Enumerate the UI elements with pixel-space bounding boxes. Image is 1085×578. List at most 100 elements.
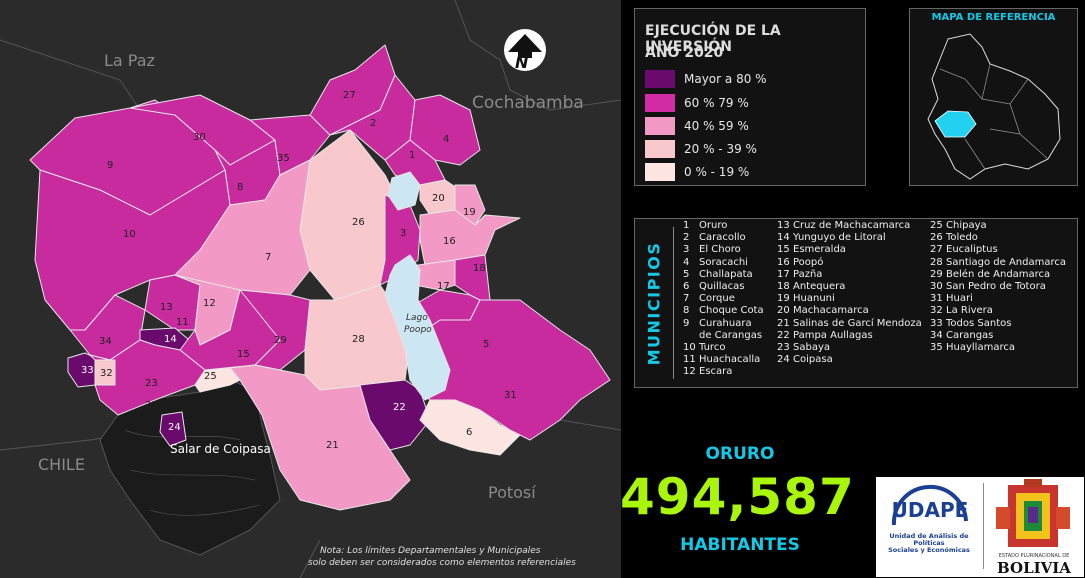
municipio-name: Yunguyo de Litoral xyxy=(793,232,886,244)
municipio-list-item: 24 Coipasa xyxy=(777,354,922,366)
label-10: 10 xyxy=(123,229,136,240)
municipio-name: de Carangas xyxy=(699,329,763,341)
label-32: 32 xyxy=(100,368,113,379)
municipio-name: Huari xyxy=(946,293,973,305)
municipio-name: Eucaliptus xyxy=(946,244,998,256)
municipio-name: Belén de Andamarca xyxy=(946,268,1051,280)
municipio-name: Challapata xyxy=(699,268,753,280)
municipio-number: 20 xyxy=(777,305,790,317)
municipio-list-item: 3 El Choro xyxy=(683,244,764,256)
municipio-number: 30 xyxy=(930,280,943,292)
municipio-number: 7 xyxy=(683,293,690,305)
municipio-name: Oruro xyxy=(699,220,728,231)
municipio-list-item: 13 Cruz de Machacamarca xyxy=(777,220,922,232)
legend-item: 0 % - 19 % xyxy=(645,162,749,182)
north-arrow-icon: N xyxy=(504,29,546,72)
municipio-number: 23 xyxy=(777,341,790,353)
label-12: 12 xyxy=(203,298,216,309)
legend-swatch xyxy=(645,70,675,88)
municipio-list-item: de Carangas xyxy=(683,330,764,342)
legend-title-2: AÑO 2020 xyxy=(645,45,724,61)
logo-separator xyxy=(983,483,984,569)
label-22: 22 xyxy=(393,402,406,413)
bolivia-emblem-icon xyxy=(996,479,1070,547)
municipio-number: 2 xyxy=(683,232,690,244)
divider xyxy=(673,227,674,379)
municipio-name: Pampa Aullagas xyxy=(793,329,873,341)
neighbor-cochabamba: Cochabamba xyxy=(472,93,584,113)
label-28: 28 xyxy=(352,334,365,345)
municipio-list-item: 25 Chipaya xyxy=(930,220,1066,232)
municipio-list-item: 35 Huayllamarca xyxy=(930,342,1066,354)
municipio-list-item: 7 Corque xyxy=(683,293,764,305)
municipio-number: 13 xyxy=(777,220,790,231)
municipio-number: 10 xyxy=(683,341,696,353)
municipio-name: Escara xyxy=(699,366,733,378)
municipio-22 xyxy=(359,379,431,451)
municipio-number: 27 xyxy=(930,244,943,256)
municipio-list-item: 27 Eucaliptus xyxy=(930,244,1066,256)
municipio-7 xyxy=(174,159,311,296)
municipio-number: 9 xyxy=(683,317,690,329)
label-19: 19 xyxy=(463,207,476,218)
municipios-column-2: 13 Cruz de Machacamarca 14 Yunguyo de Litor… xyxy=(777,220,922,366)
neighbor-chile: CHILE xyxy=(38,455,85,474)
legend-swatch xyxy=(645,94,675,112)
population-region: ORURO xyxy=(705,444,775,464)
municipio-number: 4 xyxy=(683,256,690,268)
municipio-list-item: 17 Pazña xyxy=(777,269,922,281)
reference-map-title: MAPA DE REFERENCIA xyxy=(931,12,1056,23)
label-5: 5 xyxy=(483,339,489,350)
municipio-number: 24 xyxy=(777,354,790,366)
municipio-name: Caracollo xyxy=(699,232,746,244)
municipio-list-item: 32 La Rivera xyxy=(930,305,1066,317)
municipio-number: 12 xyxy=(683,366,696,378)
municipio-name: Huachacalla xyxy=(699,354,761,366)
lago-poopo xyxy=(384,254,451,401)
label-6: 6 xyxy=(466,427,472,438)
label-34: 34 xyxy=(99,336,112,347)
svg-text:N: N xyxy=(515,53,529,72)
municipio-name: Turco xyxy=(699,341,726,353)
municipio-name: Antequera xyxy=(793,280,846,292)
municipio-number: 3 xyxy=(683,244,690,256)
municipio-list-item: 1 Oruro xyxy=(683,220,764,232)
label-20: 20 xyxy=(432,193,445,204)
municipio-number: 16 xyxy=(777,256,790,268)
bolivia-caption-small: ESTADO PLURINACIONAL DE xyxy=(998,553,1070,559)
municipio-list-item: 33 Todos Santos xyxy=(930,318,1066,330)
label-26: 26 xyxy=(352,217,365,228)
municipio-number: 14 xyxy=(777,232,790,244)
legend-label: 0 % - 19 % xyxy=(684,165,750,179)
lago-label-1: Lago xyxy=(406,313,428,323)
map-note-2: solo deben ser considerados como element… xyxy=(308,558,576,568)
legend-item: 20 % - 39 % xyxy=(645,139,757,159)
municipio-list-item: 5 Challapata xyxy=(683,269,764,281)
udape-text: UDAPE xyxy=(892,498,969,522)
municipio-number: 35 xyxy=(930,341,943,353)
municipio-name: Chipaya xyxy=(946,220,987,231)
municipio-name: Quillacas xyxy=(699,280,745,292)
municipio-24 xyxy=(159,411,187,447)
municipio-name: El Choro xyxy=(699,244,741,256)
municipio-list-item: 28 Santiago de Andamarca xyxy=(930,257,1066,269)
label-8: 8 xyxy=(237,182,243,193)
label-2: 2 xyxy=(370,118,376,129)
label-24: 24 xyxy=(168,422,181,433)
municipio-number: 28 xyxy=(930,256,943,268)
population-unit: HABITANTES xyxy=(680,535,800,555)
municipio-list-item: 20 Machacamarca xyxy=(777,305,922,317)
municipio-name: Huayllamarca xyxy=(946,341,1015,353)
neighbor-potosi: Potosí xyxy=(488,483,536,502)
municipio-number: 33 xyxy=(930,317,943,329)
municipio-number: 29 xyxy=(930,268,943,280)
map-note-1: Nota: Los límites Departamentales y Muni… xyxy=(320,546,541,556)
municipio-list-item: 29 Belén de Andamarca xyxy=(930,269,1066,281)
municipios-column-1: 1 Oruro 2 Caracollo 3 El Choro 4 Soracachi 5 Chal… xyxy=(683,220,764,378)
legend-item: Mayor a 80 % xyxy=(645,69,767,89)
label-35: 35 xyxy=(277,153,290,164)
municipio-name: Machacamarca xyxy=(793,305,869,317)
municipio-name: Curahuara xyxy=(699,317,752,329)
municipio-16 xyxy=(419,209,521,266)
udape-logo: UDAPE xyxy=(892,484,969,526)
